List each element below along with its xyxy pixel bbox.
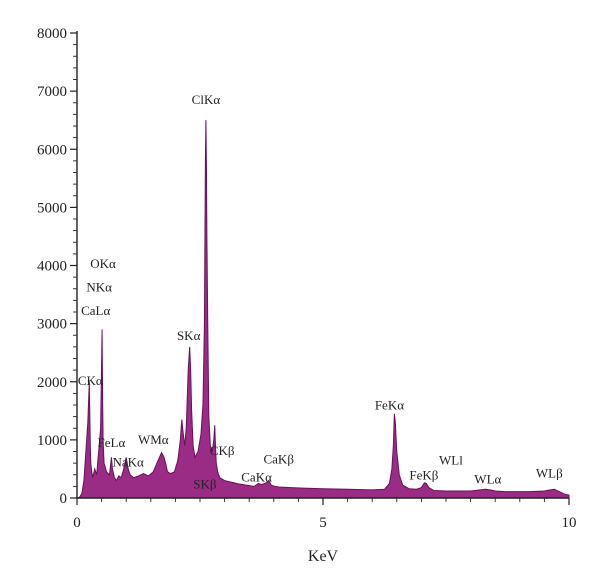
- peak-label: NaKα: [112, 455, 144, 470]
- x-tick-label: 5: [319, 515, 327, 531]
- plot-area: [76, 120, 570, 499]
- peak-annotations: ClKα OKα NKα CaLα SKα CKα FeLα NaKα WMα CKβ SKβ CaK…: [78, 92, 563, 492]
- peak-label: ClKα: [192, 92, 221, 107]
- peak-label: FeLα: [98, 435, 126, 450]
- y-tick-label: 7000: [37, 84, 67, 100]
- peak-label: CaKα: [241, 470, 272, 485]
- peak-label: FeKα: [375, 398, 404, 413]
- peak-label: WLl: [439, 452, 463, 467]
- peak-label: CKβ: [210, 443, 235, 458]
- x-tick-label: 0: [73, 515, 81, 531]
- peak-label: SKβ: [193, 477, 217, 492]
- y-tick-label: 4000: [37, 259, 67, 275]
- peak-label: NKα: [86, 280, 112, 295]
- peak-label: WMα: [138, 432, 169, 447]
- y-tick-label: 0: [60, 491, 68, 507]
- y-tick-label: 1000: [37, 433, 67, 449]
- peak-label: OKα: [90, 256, 116, 271]
- y-axis: 0 1000 2000 3000 4000 5000 6000 7000 8000: [37, 26, 78, 507]
- peak-label: CaKβ: [263, 452, 294, 467]
- y-tick-label: 8000: [37, 26, 67, 42]
- x-axis: 0 5 10: [73, 497, 577, 531]
- spectrum-area: [76, 120, 570, 499]
- x-axis-title: KeV: [308, 548, 339, 565]
- y-tick-label: 2000: [37, 375, 67, 391]
- y-tick-label: 3000: [37, 317, 67, 333]
- y-tick-label: 6000: [37, 142, 67, 158]
- y-tick-label: 5000: [37, 200, 67, 216]
- peak-label: WLα: [474, 471, 501, 486]
- x-tick-label: 10: [562, 515, 577, 531]
- peak-label: CKα: [78, 373, 103, 388]
- peak-label: CaLα: [81, 303, 110, 318]
- peak-label: SKα: [177, 328, 201, 343]
- peak-label: WLβ: [536, 466, 563, 481]
- peak-label: FeKβ: [409, 467, 438, 482]
